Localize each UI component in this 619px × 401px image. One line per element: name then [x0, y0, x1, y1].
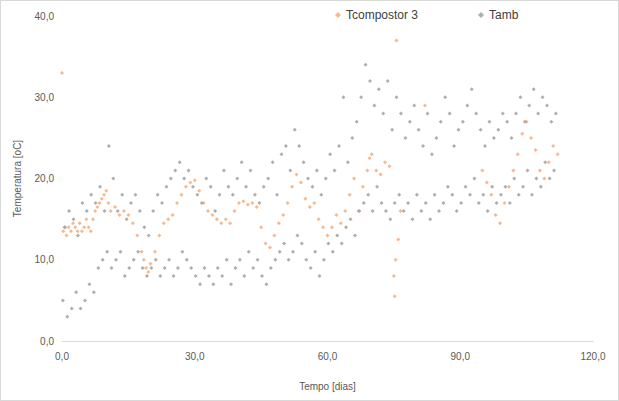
svg-text:60,0: 60,0: [318, 351, 338, 362]
svg-text:20,0: 20,0: [35, 173, 55, 184]
svg-text:0,0: 0,0: [55, 351, 69, 362]
svg-text:90,0: 90,0: [451, 351, 471, 362]
svg-text:Tempo [dias]: Tempo [dias]: [299, 381, 356, 392]
svg-text:30,0: 30,0: [185, 351, 205, 362]
svg-text:0,0: 0,0: [40, 336, 54, 347]
svg-text:40,0: 40,0: [35, 11, 55, 22]
svg-text:10,0: 10,0: [35, 254, 55, 265]
svg-text:Temperatura [oC]: Temperatura [oC]: [12, 140, 23, 217]
svg-text:Tamb: Tamb: [489, 8, 519, 22]
svg-text:Tcompostor 3: Tcompostor 3: [346, 8, 418, 22]
svg-text:120,0: 120,0: [580, 351, 605, 362]
svg-text:30,0: 30,0: [35, 92, 55, 103]
